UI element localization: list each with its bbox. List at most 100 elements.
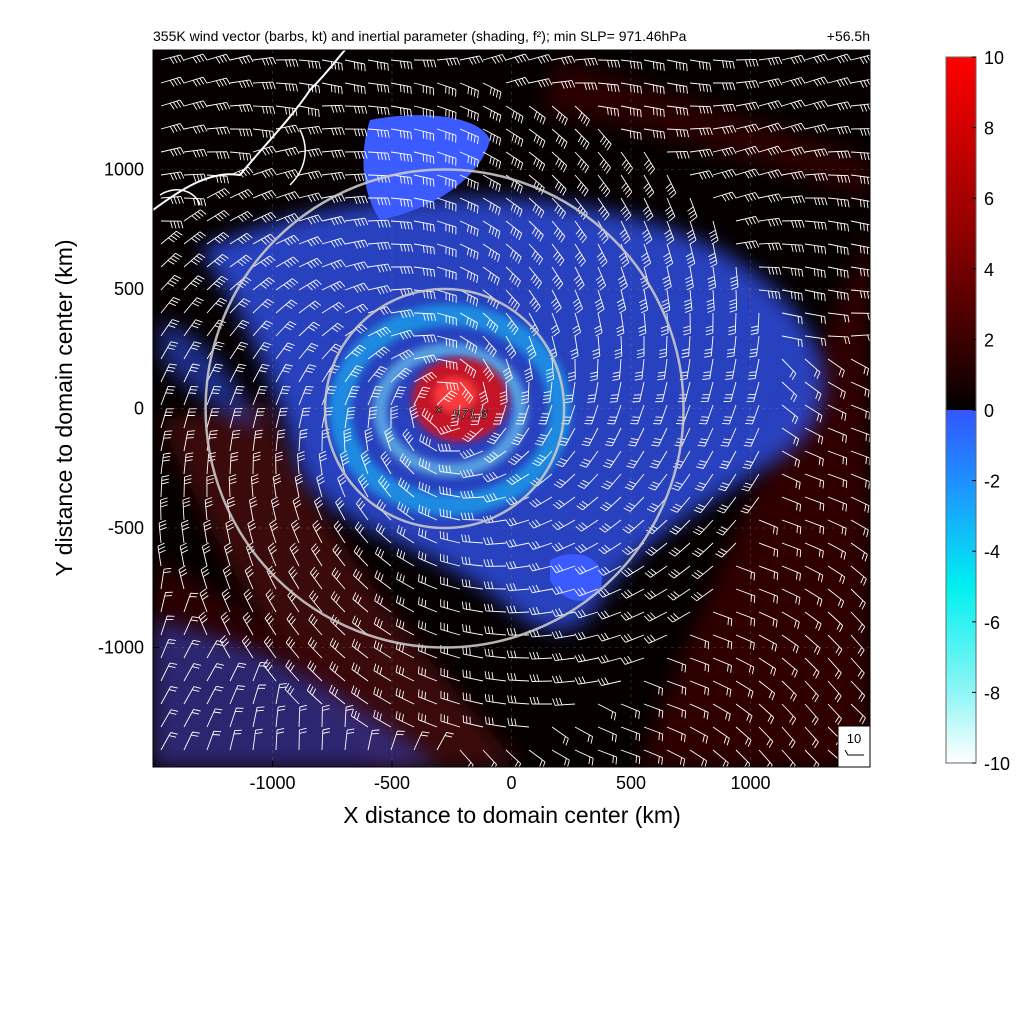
wind-barb bbox=[676, 404, 691, 425]
wind-barb bbox=[160, 363, 177, 383]
y-tick-label: -1000 bbox=[98, 638, 144, 658]
wind-barb bbox=[390, 367, 413, 383]
wind-barb bbox=[827, 657, 842, 680]
wind-barb bbox=[297, 451, 306, 475]
wind-barb bbox=[275, 213, 300, 224]
radius-circles bbox=[204, 168, 685, 649]
wind-barb bbox=[597, 105, 620, 117]
wind-barb bbox=[252, 451, 261, 475]
wind-barb bbox=[689, 127, 713, 136]
wind-barb bbox=[275, 191, 300, 202]
wind-barb bbox=[198, 611, 208, 636]
wind-barb bbox=[395, 688, 415, 705]
wind-barb bbox=[367, 729, 380, 751]
wind-barb bbox=[850, 197, 870, 209]
y-tick-label: -500 bbox=[108, 518, 144, 538]
wind-barb bbox=[590, 358, 599, 382]
wind-barb bbox=[298, 342, 319, 360]
wind-barb bbox=[418, 574, 438, 590]
wind-barb bbox=[643, 680, 664, 696]
wind-barb bbox=[638, 312, 647, 337]
wind-barb bbox=[418, 481, 438, 498]
x-tick-label: 500 bbox=[616, 773, 646, 793]
wind-barb bbox=[850, 54, 870, 65]
wind-barb bbox=[620, 82, 642, 94]
wind-barb bbox=[243, 588, 254, 613]
wind-barb bbox=[229, 211, 254, 222]
wind-barb bbox=[419, 433, 438, 452]
wind-barb bbox=[330, 614, 346, 636]
wind-barb bbox=[781, 170, 806, 180]
wind-barb bbox=[229, 707, 244, 728]
wind-barb bbox=[558, 427, 576, 447]
wind-barb bbox=[781, 312, 803, 325]
colorbar-tick-label: 8 bbox=[984, 119, 994, 139]
wind-barb bbox=[160, 319, 180, 337]
wind-barb bbox=[574, 174, 589, 197]
wind-barb bbox=[482, 82, 502, 100]
wind-barb bbox=[827, 197, 850, 208]
wind-barb bbox=[373, 616, 392, 636]
wind-barb bbox=[523, 358, 534, 383]
wind-barb bbox=[350, 708, 369, 728]
wind-barb bbox=[413, 312, 437, 322]
wind-barb bbox=[275, 683, 287, 705]
wind-barb bbox=[696, 450, 714, 469]
wind-barb bbox=[206, 126, 231, 135]
wind-barb bbox=[574, 220, 587, 244]
wind-barb bbox=[597, 654, 622, 664]
wind-barb bbox=[781, 220, 805, 228]
wind-barb bbox=[390, 82, 412, 95]
wind-barb bbox=[741, 473, 760, 492]
wind-barb bbox=[597, 151, 611, 174]
wind-barb bbox=[506, 605, 530, 614]
wind-barb bbox=[413, 386, 431, 406]
wind-barb bbox=[344, 386, 360, 406]
wind-barb bbox=[781, 519, 802, 535]
wind-barb bbox=[553, 473, 576, 489]
wind-barb bbox=[735, 726, 752, 747]
wind-barb bbox=[249, 496, 258, 521]
wind-barb bbox=[728, 312, 737, 336]
wind-barb bbox=[671, 473, 691, 491]
wind-barb bbox=[528, 289, 541, 313]
wind-barb bbox=[643, 151, 655, 175]
wind-barb bbox=[758, 565, 779, 581]
wind-barb bbox=[229, 188, 254, 200]
wind-barb bbox=[206, 254, 229, 268]
wind-barb bbox=[677, 381, 691, 403]
wind-barb bbox=[570, 335, 579, 360]
wind-barb bbox=[482, 492, 507, 503]
wind-barb bbox=[252, 189, 277, 201]
wind-barb bbox=[395, 641, 415, 659]
wind-barb bbox=[505, 151, 524, 171]
wind-barb bbox=[321, 280, 346, 292]
wind-barb bbox=[515, 404, 530, 425]
wind-barb bbox=[206, 77, 231, 88]
wind-barb bbox=[598, 542, 622, 555]
colorbar-tick-label: -2 bbox=[984, 472, 1000, 492]
wind-barb bbox=[746, 381, 760, 402]
colorbar-tick-label: -6 bbox=[984, 613, 1000, 633]
wind-barb bbox=[708, 243, 718, 268]
wind-barb bbox=[367, 241, 391, 251]
wind-barb bbox=[666, 749, 686, 767]
wind-barb bbox=[436, 128, 457, 143]
wind-barb bbox=[640, 243, 652, 268]
wind-barb bbox=[804, 749, 820, 767]
wind-barb bbox=[505, 289, 520, 312]
wind-barb bbox=[229, 298, 251, 314]
colorbar: 10 8 6 4 2 0 -2 -4 -6 -8 -10 bbox=[945, 48, 1010, 774]
wind-barb bbox=[160, 639, 176, 659]
wind-barb bbox=[624, 473, 645, 491]
wind-barb bbox=[440, 576, 461, 590]
wind-barb bbox=[725, 358, 737, 380]
wind-barb bbox=[160, 732, 178, 751]
wind-barb bbox=[183, 197, 207, 207]
wind-barb bbox=[482, 266, 500, 286]
wind-barb bbox=[620, 174, 633, 198]
wind-barb bbox=[735, 588, 756, 604]
wind-barb bbox=[321, 171, 346, 181]
wind-barb bbox=[395, 595, 415, 613]
wind-barb bbox=[666, 703, 687, 719]
